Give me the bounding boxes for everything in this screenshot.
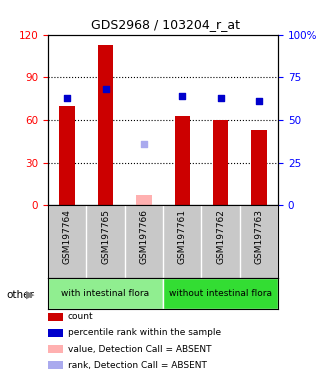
Point [256,98,261,104]
Text: GSM197761: GSM197761 [178,209,187,264]
Bar [251,130,266,205]
Bar [60,106,75,205]
Text: without intestinal flora: without intestinal flora [169,289,272,298]
Bar [174,116,190,205]
Text: GSM197762: GSM197762 [216,209,225,264]
Text: percentile rank within the sample: percentile rank within the sample [68,328,221,338]
Text: with intestinal flora: with intestinal flora [62,289,150,298]
Text: GSM197765: GSM197765 [101,209,110,264]
Point [218,95,223,101]
Bar [136,195,152,205]
Bar [213,120,228,205]
Text: value, Detection Call = ABSENT: value, Detection Call = ABSENT [68,344,212,354]
Text: ▶: ▶ [26,290,35,300]
Point [179,93,185,99]
Bar [98,45,113,205]
Bar [163,278,278,309]
Text: GDS2968 / 103204_r_at: GDS2968 / 103204_r_at [91,18,240,31]
Text: other: other [7,290,34,300]
Text: GSM197763: GSM197763 [254,209,263,264]
Bar [48,278,163,309]
Text: GSM197766: GSM197766 [139,209,148,264]
Point [103,86,108,92]
Text: count: count [68,312,93,321]
Text: rank, Detection Call = ABSENT: rank, Detection Call = ABSENT [68,361,207,370]
Text: GSM197764: GSM197764 [63,209,72,264]
Point [65,95,70,101]
Point [141,141,147,147]
